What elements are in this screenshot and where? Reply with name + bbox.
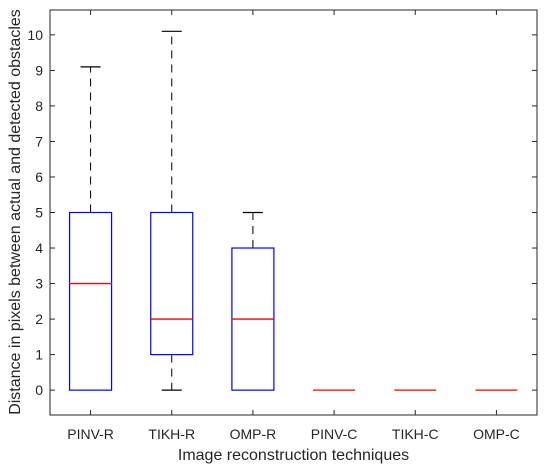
box-iqr <box>68 211 113 391</box>
y-tick-label: 10 <box>27 27 43 43</box>
x-tick-label: PINV-R <box>67 426 114 442</box>
box-series <box>68 30 518 391</box>
y-tick-label: 9 <box>35 62 43 78</box>
y-tick-label: 5 <box>35 205 43 221</box>
box-iqr <box>150 211 194 356</box>
y-tick-label: 4 <box>35 240 43 256</box>
x-axis-tick-labels: PINV-R TIKH-R OMP-R PINV-C TIKH-C OMP-C <box>67 10 520 442</box>
box-pinv-r <box>68 66 113 391</box>
y-tick-label: 1 <box>35 347 43 363</box>
x-axis-title: Image reconstruction techniques <box>178 447 409 464</box>
y-tick-label: 7 <box>35 133 43 149</box>
box-omp-r <box>231 211 275 391</box>
y-tick-label: 3 <box>35 276 43 292</box>
x-tick-label: PINV-C <box>311 426 358 442</box>
x-tick-label: OMP-R <box>230 426 277 442</box>
y-tick-label: 8 <box>35 98 43 114</box>
box-tikh-r <box>150 30 194 391</box>
x-tick-label: TIKH-R <box>148 426 195 442</box>
x-tick-label: OMP-C <box>473 426 520 442</box>
y-tick-label: 6 <box>35 169 43 185</box>
y-tick-label: 0 <box>35 382 43 398</box>
y-axis-ticks: 0 1 2 3 4 5 6 7 8 9 10 <box>27 27 537 398</box>
y-tick-label: 2 <box>35 311 43 327</box>
plot-area <box>49 9 538 416</box>
y-axis-title: Distance in pixels between actual and de… <box>7 9 24 415</box>
x-tick-label: TIKH-C <box>392 426 439 442</box>
